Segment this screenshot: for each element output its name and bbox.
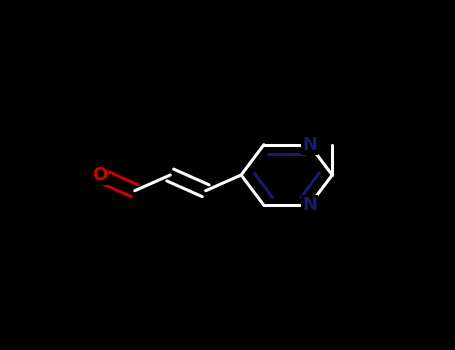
Text: N: N: [302, 136, 317, 154]
Text: O: O: [91, 166, 107, 184]
Text: N: N: [302, 196, 317, 214]
